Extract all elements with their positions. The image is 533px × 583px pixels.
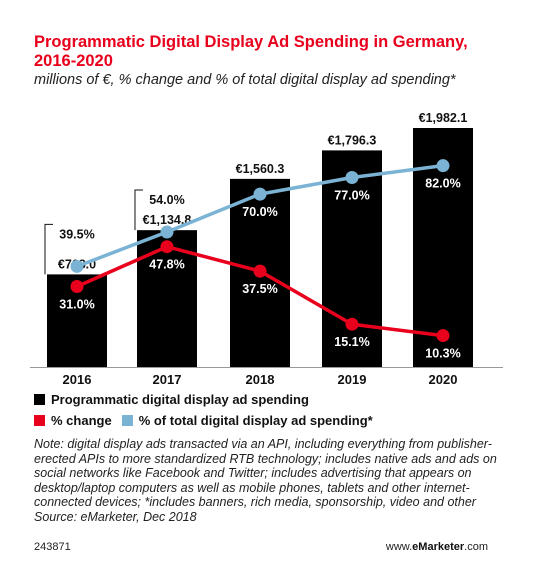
tick-label-2020: 2020 xyxy=(429,372,458,387)
legend-label-pct-change: % change xyxy=(51,413,112,428)
legend-row-2: % change % of total digital display ad s… xyxy=(34,413,383,428)
bar-value-label-2017: €1,134.8 xyxy=(143,213,192,227)
bar-value-label-2019: €1,796.3 xyxy=(328,133,377,147)
point-pct-change-2017 xyxy=(160,240,174,254)
bar-value-label-2018: €1,560.3 xyxy=(236,162,285,176)
point-pct-total-2018 xyxy=(253,187,267,201)
brand-link[interactable]: www.eMarketer.com xyxy=(386,541,488,553)
point-pct-total-2017 xyxy=(160,225,174,239)
note-text: Note: digital display ads transacted via… xyxy=(34,437,497,510)
bar-2019 xyxy=(322,150,382,367)
pct-change-label-2016: 31.0% xyxy=(59,298,94,312)
legend-item-bar: Programmatic digital display ad spending xyxy=(34,392,309,407)
chart-note: Note: digital display ads transacted via… xyxy=(34,437,504,525)
pct-total-label-2019: 77.0% xyxy=(334,189,369,203)
tick-label-2019: 2019 xyxy=(338,372,367,387)
legend-item-pct-change: % change xyxy=(34,413,112,428)
chart-title: Programmatic Digital Display Ad Spending… xyxy=(34,33,468,70)
pct-change-label-2020: 10.3% xyxy=(425,347,460,361)
legend-row-1: Programmatic digital display ad spending xyxy=(34,392,319,407)
pct-change-label-2019: 15.1% xyxy=(334,335,369,349)
pct-total-label-2020: 82.0% xyxy=(425,177,460,191)
chart-subtitle: millions of €, % change and % of total d… xyxy=(34,72,456,88)
pct-change-label-2017: 47.8% xyxy=(149,258,184,272)
pct-total-label-2017: 54.0% xyxy=(149,193,184,207)
brand-prefix: www. xyxy=(385,541,413,553)
legend-swatch-bar xyxy=(34,394,45,405)
legend-swatch-pct-total xyxy=(121,415,133,426)
leader-bracket-2016 xyxy=(44,223,53,275)
point-pct-total-2019 xyxy=(345,171,359,185)
pct-total-label-2016: 39.5% xyxy=(59,227,94,241)
legend-item-pct-total: % of total digital display ad spending* xyxy=(121,413,373,428)
point-pct-change-2018 xyxy=(253,264,267,278)
point-pct-change-2016 xyxy=(70,280,84,294)
pct-total-label-2018: 70.0% xyxy=(242,205,277,219)
point-pct-change-2020 xyxy=(436,329,450,343)
bar-value-label-2020: €1,982.1 xyxy=(419,111,468,125)
point-pct-total-2020 xyxy=(436,159,450,173)
legend-label-bar: Programmatic digital display ad spending xyxy=(51,392,309,407)
tick-label-2017: 2017 xyxy=(153,372,182,387)
chart-id: 243871 xyxy=(34,541,71,553)
legend-swatch-pct-change xyxy=(34,415,45,426)
chart: €768.0€1,134.8€1,560.3€1,796.3€1,982.131… xyxy=(30,111,503,387)
brand-name: eMarketer xyxy=(412,541,465,553)
point-pct-total-2016 xyxy=(70,259,84,273)
leader-bracket-2017 xyxy=(134,189,143,231)
tick-label-2018: 2018 xyxy=(246,372,275,387)
pct-change-label-2018: 37.5% xyxy=(242,282,277,296)
legend-label-pct-total: % of total digital display ad spending* xyxy=(138,413,373,428)
source-text: Source: eMarketer, Dec 2018 xyxy=(34,509,197,524)
point-pct-change-2019 xyxy=(345,317,359,331)
tick-label-2016: 2016 xyxy=(63,372,92,387)
brand-suffix: .com xyxy=(464,541,488,553)
